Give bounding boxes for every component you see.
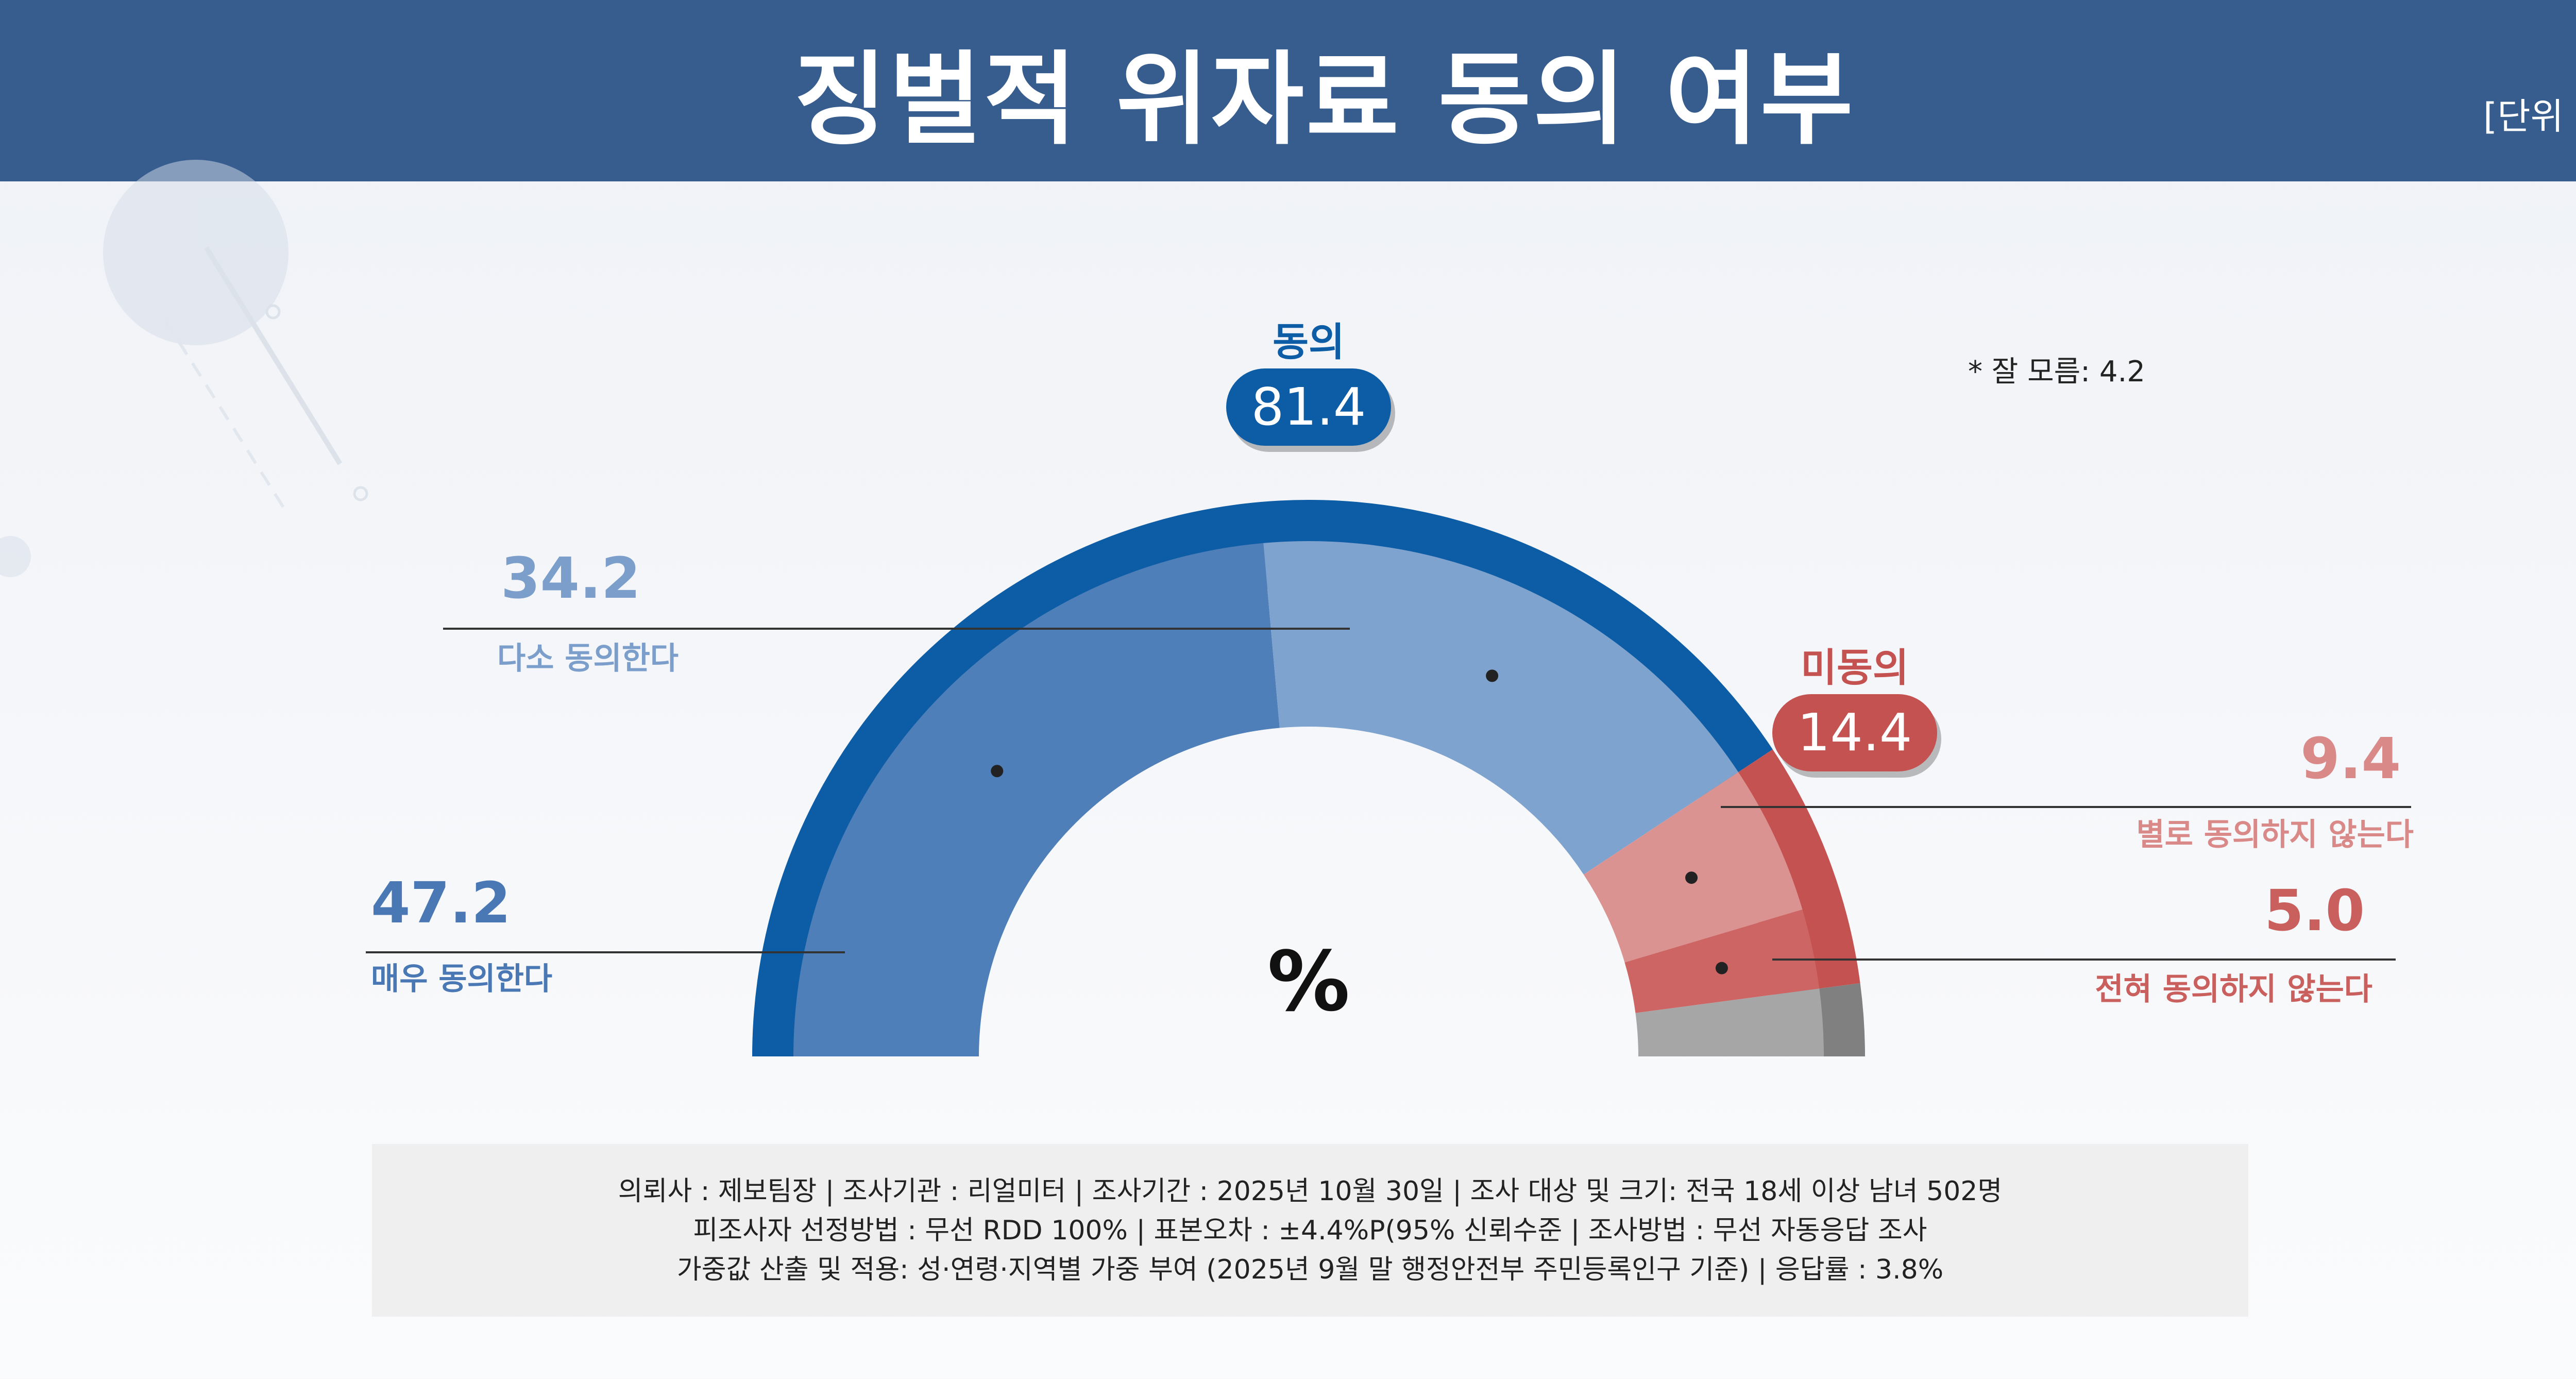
leader-dot-매우-동의한다	[991, 765, 1004, 778]
inner-slice-전혀-동의하지-않는다	[1624, 909, 1820, 1013]
inner-slice-매우-동의한다	[793, 543, 1280, 1056]
badge-value-미동의: 14.4	[1798, 702, 1912, 763]
leader-dot-다소-동의한다	[1486, 669, 1499, 682]
center-symbol: %	[1267, 933, 1350, 1030]
page-title: 징벌적 위자료 동의 여부	[794, 41, 1855, 159]
badge-value-동의: 81.4	[1251, 377, 1366, 437]
footer-line-2: 피조사자 선정방법 : 무선 RDD 100% | 표본오차 : ±4.4%P(…	[693, 1215, 1927, 1246]
inner-slice-다소-동의한다	[1263, 541, 1739, 875]
data-label-별로-동의하지-않는다: 9.4	[2300, 726, 2401, 792]
unit-label: [단위 %]	[2483, 95, 2576, 138]
category-label-전혀-동의하지-않는다: 전혀 동의하지 않는다	[2095, 971, 2372, 1007]
group-label-미동의: 미동의	[1801, 645, 1909, 691]
badge-동의	[1226, 368, 1391, 446]
category-label-다소-동의한다: 다소 동의한다	[497, 641, 679, 677]
leader-dot-전혀-동의하지-않는다	[1715, 962, 1728, 974]
inner-slice-잘-모름	[1635, 988, 1824, 1056]
background-decoration	[0, 160, 368, 577]
data-label-다소-동의한다: 34.2	[501, 545, 640, 611]
footer-line-1: 의뢰사 : 제보팀장 | 조사기관 : 리얼미터 | 조사기간 : 2025년 …	[618, 1175, 2003, 1207]
data-label-전혀-동의하지-않는다: 5.0	[2264, 878, 2365, 944]
note-unknown: * 잘 모름: 4.2	[1968, 355, 2145, 389]
data-label-매우-동의한다: 47.2	[371, 870, 511, 936]
group-label-동의: 동의	[1273, 319, 1345, 365]
footer-line-3: 가중값 산출 및 적용: 성·연령·지역별 가중 부여 (2025년 9월 말 …	[676, 1254, 1944, 1285]
leader-dot-별로-동의하지-않는다	[1685, 871, 1698, 884]
survey-footer: 의뢰사 : 제보팀장 | 조사기관 : 리얼미터 | 조사기간 : 2025년 …	[372, 1144, 2248, 1317]
inner-slice-별로-동의하지-않는다	[1583, 772, 1803, 963]
badge-미동의	[1772, 694, 1937, 771]
category-label-별로-동의하지-않는다: 별로 동의하지 않는다	[2136, 817, 2414, 853]
category-label-매우-동의한다: 매우 동의한다	[371, 961, 552, 997]
header-bar: 징벌적 위자료 동의 여부 [단위 %]	[0, 0, 2576, 181]
